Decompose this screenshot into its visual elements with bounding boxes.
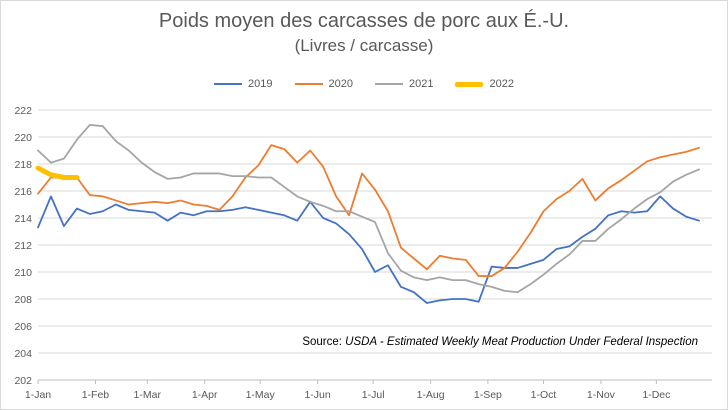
legend-item-2020: 2020 bbox=[294, 78, 353, 90]
y-tick-label-208: 208 bbox=[14, 294, 32, 306]
legend-swatch-2022 bbox=[455, 81, 484, 87]
legend-item-2021: 2021 bbox=[375, 78, 433, 90]
series-line-2019 bbox=[37, 195, 700, 304]
legend-swatch-2019 bbox=[214, 83, 243, 85]
legend-label-2019: 2019 bbox=[248, 78, 273, 90]
y-tick-label-212: 212 bbox=[14, 240, 32, 252]
chart-subtitle: (Livres / carcasse) bbox=[294, 36, 434, 55]
x-tick-label-1-Nov: 1-Nov bbox=[587, 389, 616, 401]
x-tick-label-1-Jan: 1-Jan bbox=[25, 389, 51, 401]
source-text: USDA - Estimated Weekly Meat Production … bbox=[345, 336, 698, 348]
y-tick-label-206: 206 bbox=[14, 321, 32, 333]
legend-label-2021: 2021 bbox=[409, 78, 434, 90]
x-tick-label-1-Oct: 1-Oct bbox=[531, 389, 557, 401]
series-line-2022 bbox=[35, 165, 80, 180]
y-tick-label-202: 202 bbox=[14, 375, 32, 387]
legend-item-2019: 2019 bbox=[214, 78, 273, 90]
chart-title: Poids moyen des carcasses de porc aux É.… bbox=[158, 10, 570, 32]
chart-legend: 2019 2020 2021 2022 bbox=[0, 78, 728, 90]
x-tick-label-1-Sep: 1-Sep bbox=[474, 389, 502, 401]
series-line-2021 bbox=[37, 123, 700, 294]
legend-swatch-2020 bbox=[294, 83, 323, 85]
y-tick-label-214: 214 bbox=[14, 213, 32, 225]
source-annotation: Source: USDA - Estimated Weekly Meat Pro… bbox=[302, 336, 698, 348]
y-tick-label-218: 218 bbox=[14, 159, 32, 171]
legend-label-2022: 2022 bbox=[489, 78, 514, 90]
x-tick-label-1-Mar: 1-Mar bbox=[134, 389, 162, 401]
x-tick-label-1-Feb: 1-Feb bbox=[82, 389, 110, 401]
x-tick-label-1-Aug: 1-Aug bbox=[417, 389, 445, 401]
x-tick-label-1-Dec: 1-Dec bbox=[642, 389, 670, 401]
legend-item-2022: 2022 bbox=[455, 78, 514, 90]
source-prefix: Source: bbox=[302, 336, 346, 348]
y-tick-label-216: 216 bbox=[14, 186, 32, 198]
y-tick-label-204: 204 bbox=[14, 348, 32, 360]
y-tick-label-222: 222 bbox=[14, 105, 32, 117]
y-tick-label-210: 210 bbox=[14, 267, 32, 279]
legend-label-2020: 2020 bbox=[328, 78, 353, 90]
x-tick-label-1-Jul: 1-Jul bbox=[362, 389, 385, 401]
x-tick-label-1-Apr: 1-Apr bbox=[192, 389, 218, 401]
x-tick-label-1-Jun: 1-Jun bbox=[304, 389, 330, 401]
y-tick-label-220: 220 bbox=[14, 132, 32, 144]
legend-swatch-2021 bbox=[375, 83, 403, 85]
series-line-2020 bbox=[37, 144, 700, 277]
x-tick-label-1-May: 1-May bbox=[246, 389, 276, 401]
